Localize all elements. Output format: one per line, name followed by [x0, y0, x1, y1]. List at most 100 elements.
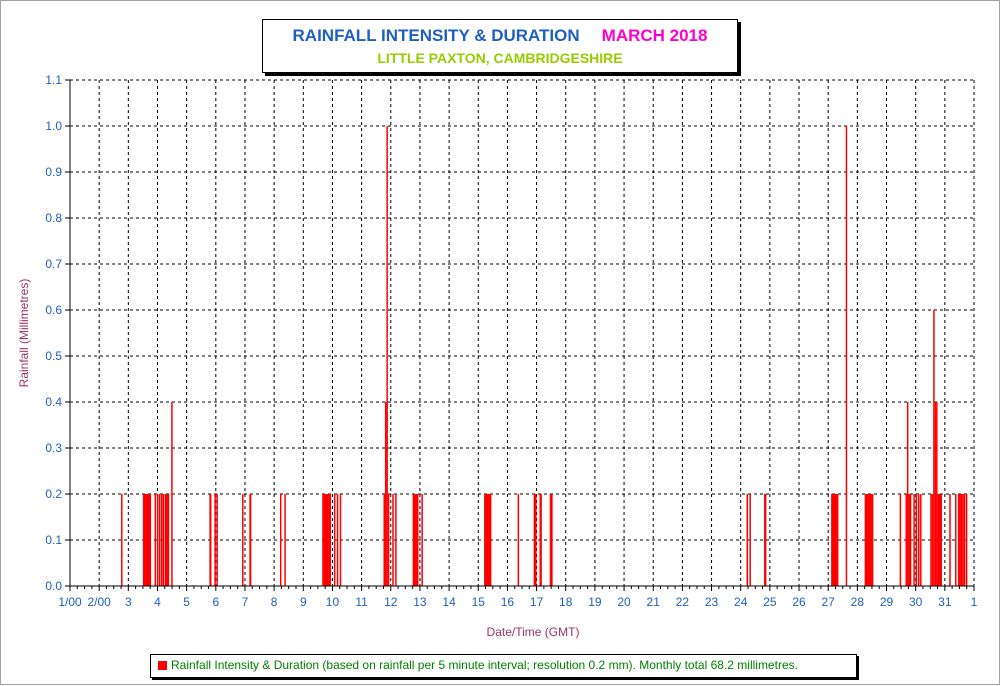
rainfall-bar: [164, 494, 170, 586]
x-tick-label: 11: [355, 595, 368, 609]
rainfall-bar: [746, 494, 749, 586]
rainfall-bar: [242, 494, 244, 586]
rainfall-bar: [392, 494, 394, 586]
y-tick-label: 0.3: [45, 441, 62, 455]
x-tick-label: 29: [880, 595, 894, 609]
x-tick-label: 6: [212, 595, 219, 609]
y-tick-labels: 0.0 0.1 0.2 0.3 0.4 0.5 0.6 0.7 0.8 0.9 1.0 1.1: [45, 73, 62, 593]
rainfall-bar: [216, 494, 218, 586]
rainfall-bar: [549, 494, 553, 586]
rainfall-bar: [764, 494, 767, 586]
rainfall-bar: [214, 494, 216, 586]
y-tick-label: 0.7: [45, 257, 62, 271]
rainfall-bar: [749, 494, 751, 586]
rainfall-bar: [421, 494, 423, 586]
y-tick-label: 0.8: [45, 211, 62, 225]
x-tick-label: 8: [271, 595, 278, 609]
plot-area: [70, 80, 974, 586]
x-tick-label: 12: [384, 595, 398, 609]
y-tick-label: 0.2: [45, 487, 62, 501]
rainfall-bar: [517, 494, 520, 586]
x-tick-label: 22: [676, 595, 690, 609]
legend-label: Rainfall Intensity & Duration (based on …: [171, 658, 798, 672]
rainfall-bar: [121, 494, 123, 586]
x-tick-label: 15: [472, 595, 486, 609]
x-tick-label: 2/00: [87, 595, 111, 609]
y-tick-label: 0.5: [45, 349, 62, 363]
rainfall-bar: [962, 494, 964, 586]
rainfall-bar: [965, 494, 968, 586]
rainfall-bar: [333, 494, 336, 586]
rainfall-bar: [386, 126, 388, 586]
x-tick-label: 31: [938, 595, 952, 609]
rainfall-bar: [957, 494, 960, 586]
legend-swatch: [158, 661, 167, 670]
rainfall-bar: [908, 494, 912, 586]
y-tick-label: 0.6: [45, 303, 62, 317]
rainfall-bar: [930, 494, 932, 586]
x-tick-label: 5: [183, 595, 190, 609]
y-tick-label: 0.4: [45, 395, 62, 409]
rainfall-bar: [539, 494, 542, 586]
y-tick-label: 0.1: [45, 533, 62, 547]
x-tick-label: 1/00: [58, 595, 82, 609]
rainfall-bar: [383, 494, 385, 586]
rainfall-bar: [284, 494, 286, 586]
x-tick-label: 26: [792, 595, 806, 609]
rainfall-bar: [142, 494, 152, 586]
rainfall-bar: [913, 494, 915, 586]
x-tick-label: 21: [647, 595, 661, 609]
rainfall-bar: [162, 494, 165, 586]
rainfall-bar: [934, 402, 937, 586]
x-tick-label: 16: [501, 595, 515, 609]
rainfall-bar: [918, 494, 920, 586]
chart-subtitle: LITTLE PAXTON, CAMBRIDGESHIRE: [377, 50, 623, 66]
rainfall-bar: [336, 494, 339, 586]
x-tick-label: 1: [971, 595, 978, 609]
rainfall-bar: [249, 494, 252, 586]
rainfall-bar: [906, 402, 909, 586]
gridlines: [70, 79, 975, 586]
rainfall-bar: [412, 494, 419, 586]
y-axis-title: Rainfall (Millimetres): [17, 279, 31, 388]
rainfall-bar: [931, 494, 934, 586]
x-tick-label: 9: [300, 595, 307, 609]
y-tick-label: 0.0: [45, 579, 62, 593]
rainfall-bar: [279, 494, 282, 586]
rainfall-bar: [939, 494, 941, 586]
rainfall-bar: [156, 494, 159, 586]
y-tick-label: 1.0: [45, 119, 62, 133]
rainfall-bar: [920, 494, 922, 586]
chart-title: RAINFALL INTENSITY & DURATION: [292, 26, 580, 45]
rainfall-bar: [171, 402, 173, 586]
x-axis-title: Date/Time (GMT): [487, 625, 580, 639]
rainfall-bar: [384, 402, 387, 586]
x-tick-label: 4: [154, 595, 161, 609]
rainfall-bar: [160, 494, 163, 586]
x-tick-label: 23: [705, 595, 719, 609]
rainfall-bars: [121, 126, 968, 586]
rainfall-bar: [915, 494, 918, 586]
chart-title-line: RAINFALL INTENSITY & DURATION MARCH 2018: [263, 26, 737, 46]
rainfall-bar: [959, 494, 961, 586]
rainfall-bar: [949, 494, 951, 586]
rainfall-bar: [960, 494, 963, 586]
rainfall-bar: [484, 494, 492, 586]
x-tick-label: 28: [851, 595, 865, 609]
x-tick-label: 25: [763, 595, 777, 609]
x-tick-label: 19: [588, 595, 602, 609]
rainfall-bar: [533, 494, 537, 586]
legend: Rainfall Intensity & Duration (based on …: [150, 654, 857, 678]
rainfall-bar: [963, 494, 966, 586]
rainfall-bar: [158, 494, 161, 586]
y-tick-label: 1.1: [45, 73, 62, 87]
rainfall-bar: [933, 310, 935, 586]
x-tick-label: 3: [125, 595, 132, 609]
x-tick-label: 18: [559, 595, 573, 609]
rainfall-bar: [905, 494, 907, 586]
rainfall-bar: [940, 494, 942, 586]
rainfall-bar: [936, 402, 938, 586]
rainfall-bar: [339, 494, 342, 586]
